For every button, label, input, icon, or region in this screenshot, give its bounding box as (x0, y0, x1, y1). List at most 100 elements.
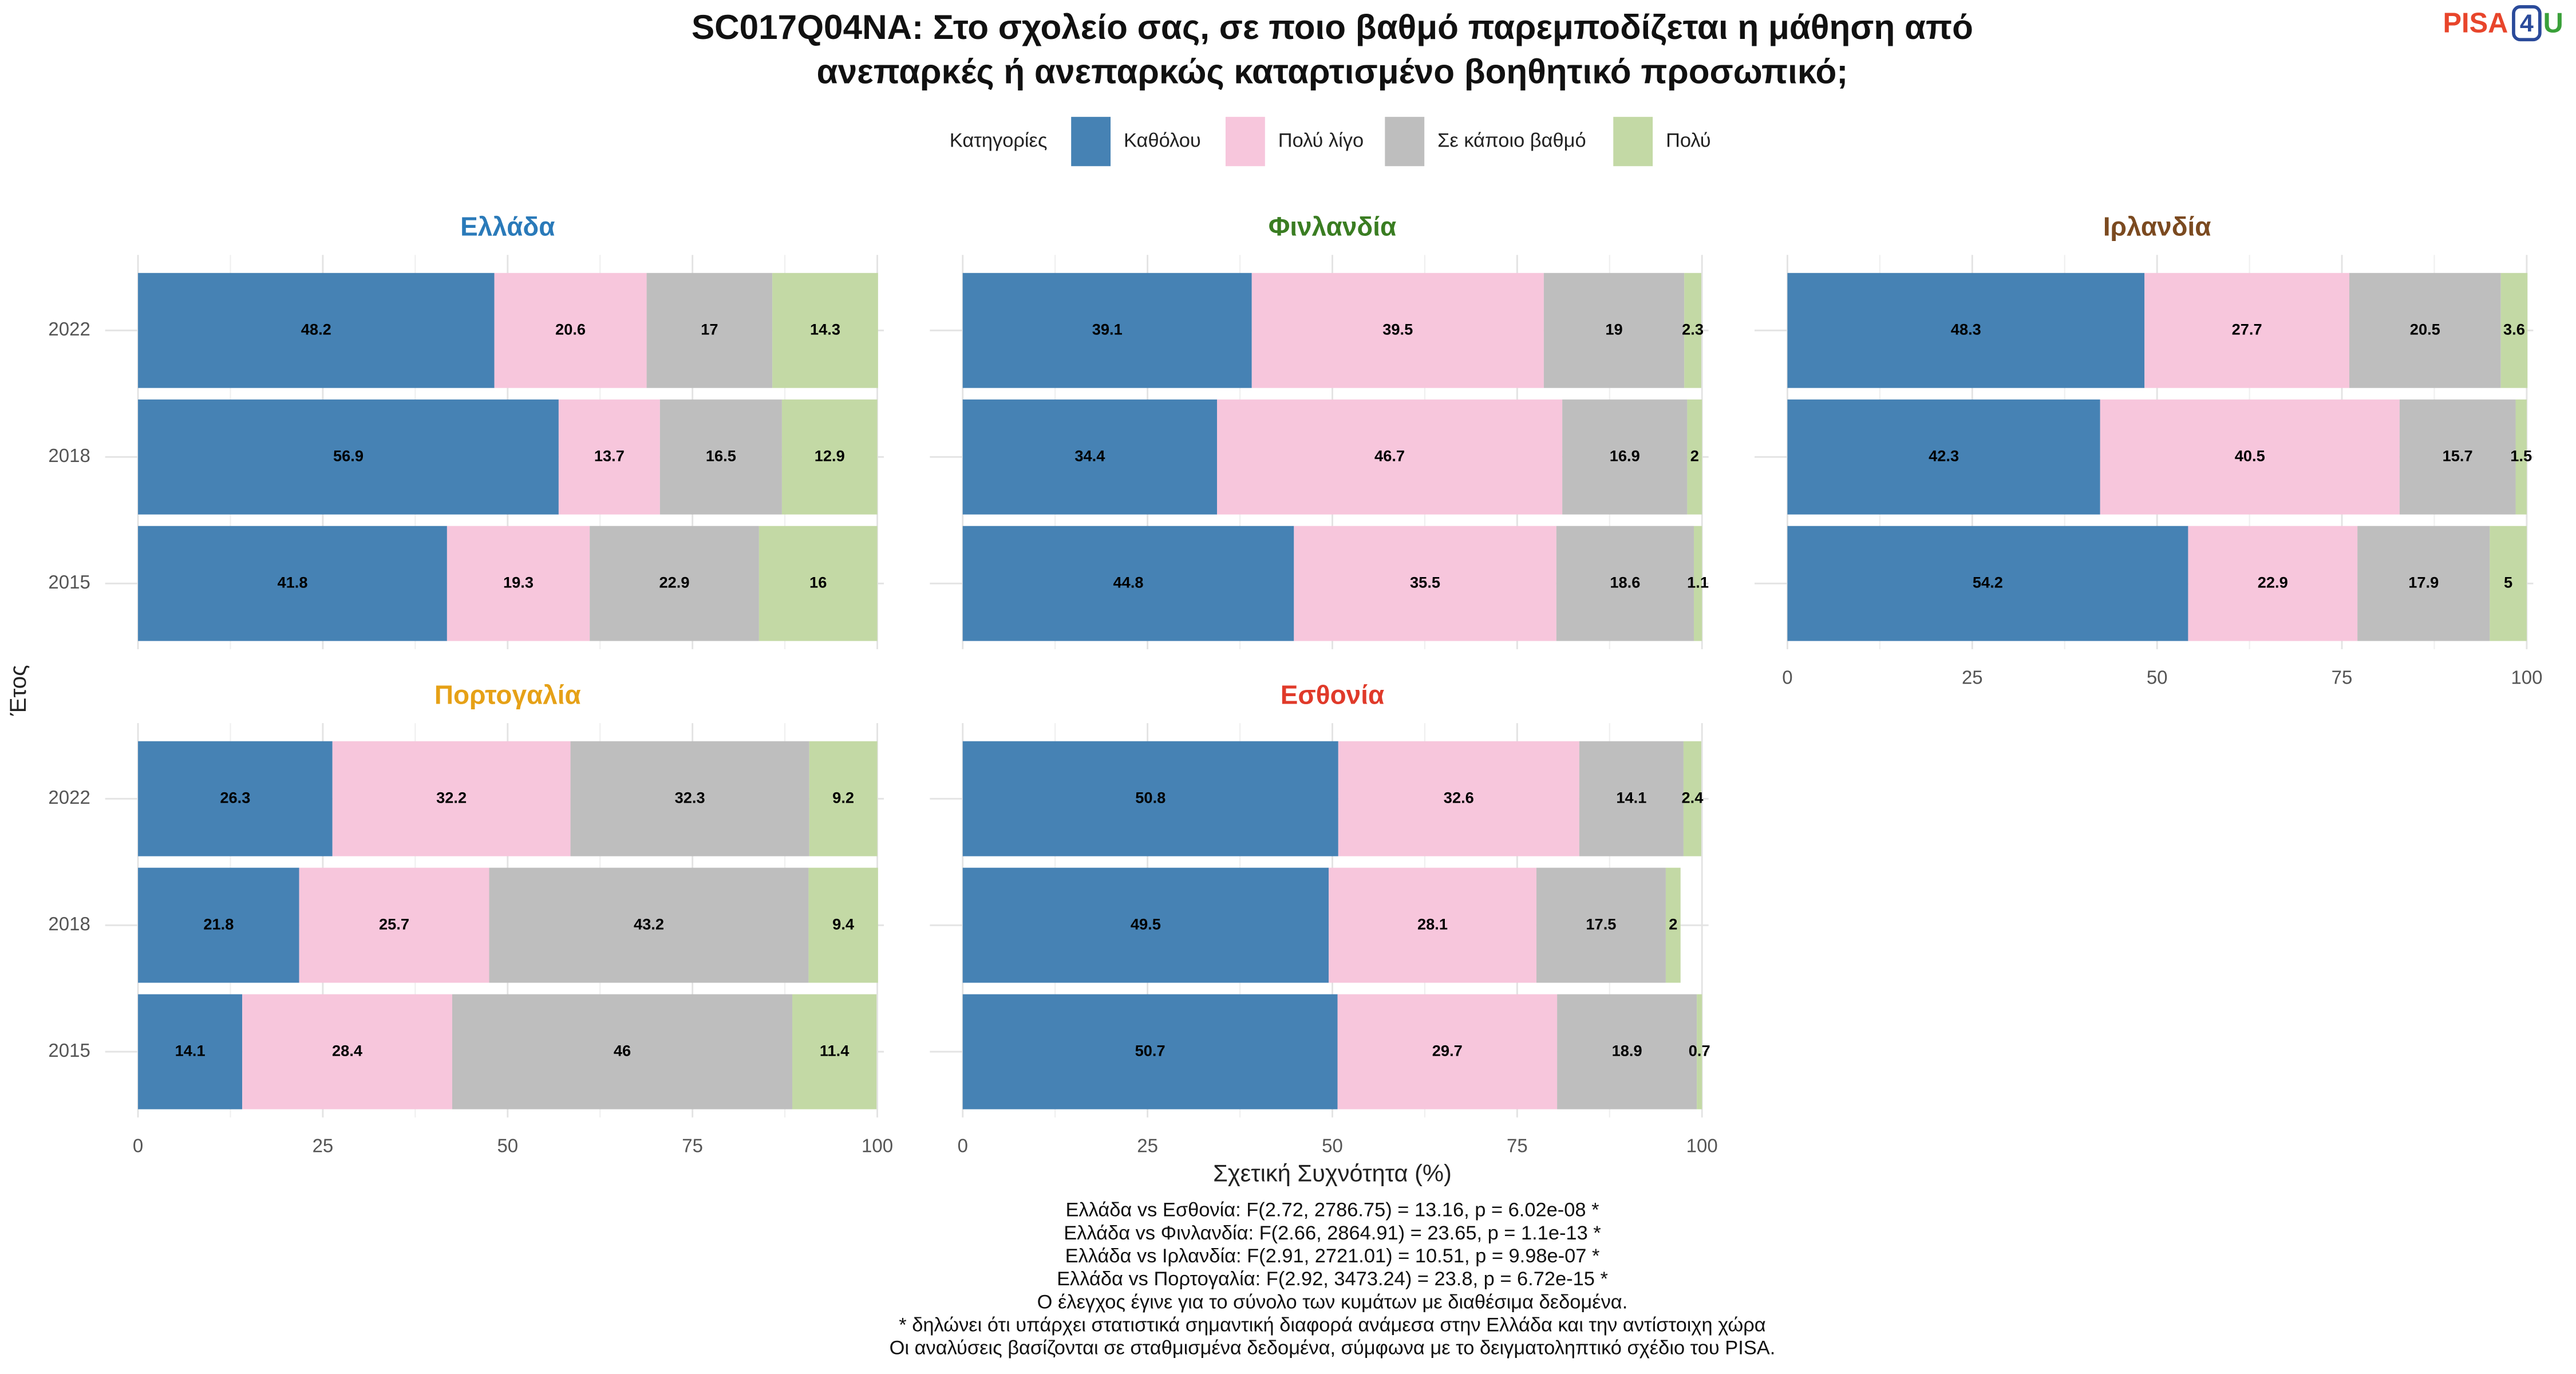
data-label: 17.5 (1586, 915, 1616, 933)
bar-segment (2500, 273, 2528, 388)
bar-segment (558, 399, 660, 515)
bar-segment (962, 526, 1294, 641)
data-label: 29.7 (1432, 1041, 1463, 1059)
legend-swatch (1071, 117, 1111, 167)
data-label: 9.4 (832, 915, 855, 933)
bar-segment (1338, 741, 1579, 856)
data-label: 2.3 (1682, 320, 1704, 338)
data-label: 54.2 (1973, 573, 2003, 591)
x-tick-label: 100 (2511, 666, 2542, 688)
data-label: 48.3 (1951, 320, 1981, 338)
data-label: 20.5 (2410, 320, 2440, 338)
x-tick-label: 75 (682, 1135, 703, 1156)
bar-segment (1787, 273, 2145, 388)
bar-segment (2188, 526, 2358, 641)
data-label: 22.9 (2258, 573, 2288, 591)
logo-text: U (2543, 7, 2563, 38)
x-tick-label: 0 (133, 1135, 143, 1156)
data-label: 32.2 (436, 788, 467, 806)
bar-segment (570, 741, 809, 856)
bar-segment (1536, 867, 1666, 983)
data-label: 17.9 (2408, 573, 2439, 591)
facet-title: Εσθονία (1281, 680, 1384, 709)
bar-segment (2144, 273, 2349, 388)
x-tick-label: 75 (1507, 1135, 1528, 1156)
bar-segment (1579, 741, 1684, 856)
bar-segment (1329, 867, 1536, 983)
data-label: 46.7 (1374, 447, 1405, 464)
x-tick-label: 100 (862, 1135, 893, 1156)
x-tick-label: 0 (1782, 666, 1792, 688)
bar-segment (1694, 526, 1702, 641)
bar-segment (962, 741, 1338, 856)
bar-segment (138, 273, 495, 388)
data-label: 28.4 (332, 1041, 363, 1059)
data-label: 22.9 (659, 573, 689, 591)
bar-segment (494, 273, 647, 388)
data-label: 13.7 (594, 447, 625, 464)
x-tick-label: 75 (2332, 666, 2353, 688)
legend-swatch (1225, 117, 1265, 167)
bar-segment (242, 994, 452, 1110)
bar-segment (808, 867, 878, 983)
data-label: 41.8 (277, 573, 307, 591)
y-tick-label: 2015 (48, 1040, 90, 1061)
bar-segment (772, 273, 878, 388)
facet-title: Ελλάδα (460, 211, 555, 241)
data-label: 50.8 (1135, 788, 1165, 806)
data-label: 12.9 (815, 447, 845, 464)
bar-segment (1294, 526, 1556, 641)
data-label: 43.2 (634, 915, 664, 933)
legend-title: Κατηγορίες (950, 129, 1048, 151)
data-label: 40.5 (2235, 447, 2265, 464)
x-axis-label: Σχετική Συχνότητα (%) (1213, 1159, 1452, 1186)
bar-segment (590, 526, 759, 641)
data-label: 5 (2504, 573, 2512, 591)
data-label: 16.9 (1610, 447, 1640, 464)
legend-swatch (1613, 117, 1653, 167)
bar-segment (1787, 399, 2100, 515)
bar-segment (2357, 526, 2490, 641)
bar-segment (1556, 526, 1694, 641)
bar-segment (138, 741, 333, 856)
legend-label: Σε κάποιο βαθμό (1437, 129, 1586, 151)
bar-segment (489, 867, 809, 983)
logo-text: 4 (2520, 10, 2534, 37)
data-label: 14.3 (810, 320, 840, 338)
bar-segment (138, 526, 447, 641)
data-label: 0.7 (1689, 1041, 1710, 1059)
bar-segment (447, 526, 590, 641)
bar-segment (1684, 273, 1701, 388)
y-tick-label: 2015 (48, 571, 90, 593)
bar-segment (1787, 526, 2188, 641)
bar-segment (2349, 273, 2501, 388)
data-label: 18.9 (1612, 1041, 1642, 1059)
y-tick-label: 2022 (48, 787, 90, 808)
x-tick-label: 50 (1322, 1135, 1343, 1156)
chart-title: SC017Q04NA: Στο σχολείο σας, σε ποιο βαθ… (692, 7, 1973, 46)
bar-segment (2515, 399, 2527, 515)
bar-segment (1543, 273, 1685, 388)
footnote: Ελλάδα vs Εσθονία: F(2.72, 2786.75) = 13… (1066, 1199, 1599, 1221)
x-tick-label: 50 (497, 1135, 518, 1156)
legend-swatch (1385, 117, 1425, 167)
footnote: Ελλάδα vs Ιρλανδία: F(2.91, 2721.01) = 1… (1065, 1245, 1600, 1267)
bar-segment (138, 994, 243, 1110)
x-tick-label: 25 (313, 1135, 334, 1156)
data-label: 2 (1669, 915, 1677, 933)
bar-segment (962, 867, 1329, 983)
data-label: 35.5 (1410, 573, 1440, 591)
data-label: 2.4 (1681, 788, 1704, 806)
bar-segment (1217, 399, 1563, 515)
bar-segment (2399, 399, 2516, 515)
data-label: 16 (809, 573, 827, 591)
footnote: Ελλάδα vs Φινλανδία: F(2.66, 2864.91) = … (1064, 1222, 1601, 1244)
data-label: 15.7 (2443, 447, 2473, 464)
bar-segment (758, 526, 878, 641)
data-label: 16.5 (706, 447, 736, 464)
legend-label: Καθόλου (1124, 129, 1201, 151)
x-tick-label: 25 (1962, 666, 1983, 688)
bar-segment (452, 994, 793, 1110)
bar-segment (659, 399, 782, 515)
